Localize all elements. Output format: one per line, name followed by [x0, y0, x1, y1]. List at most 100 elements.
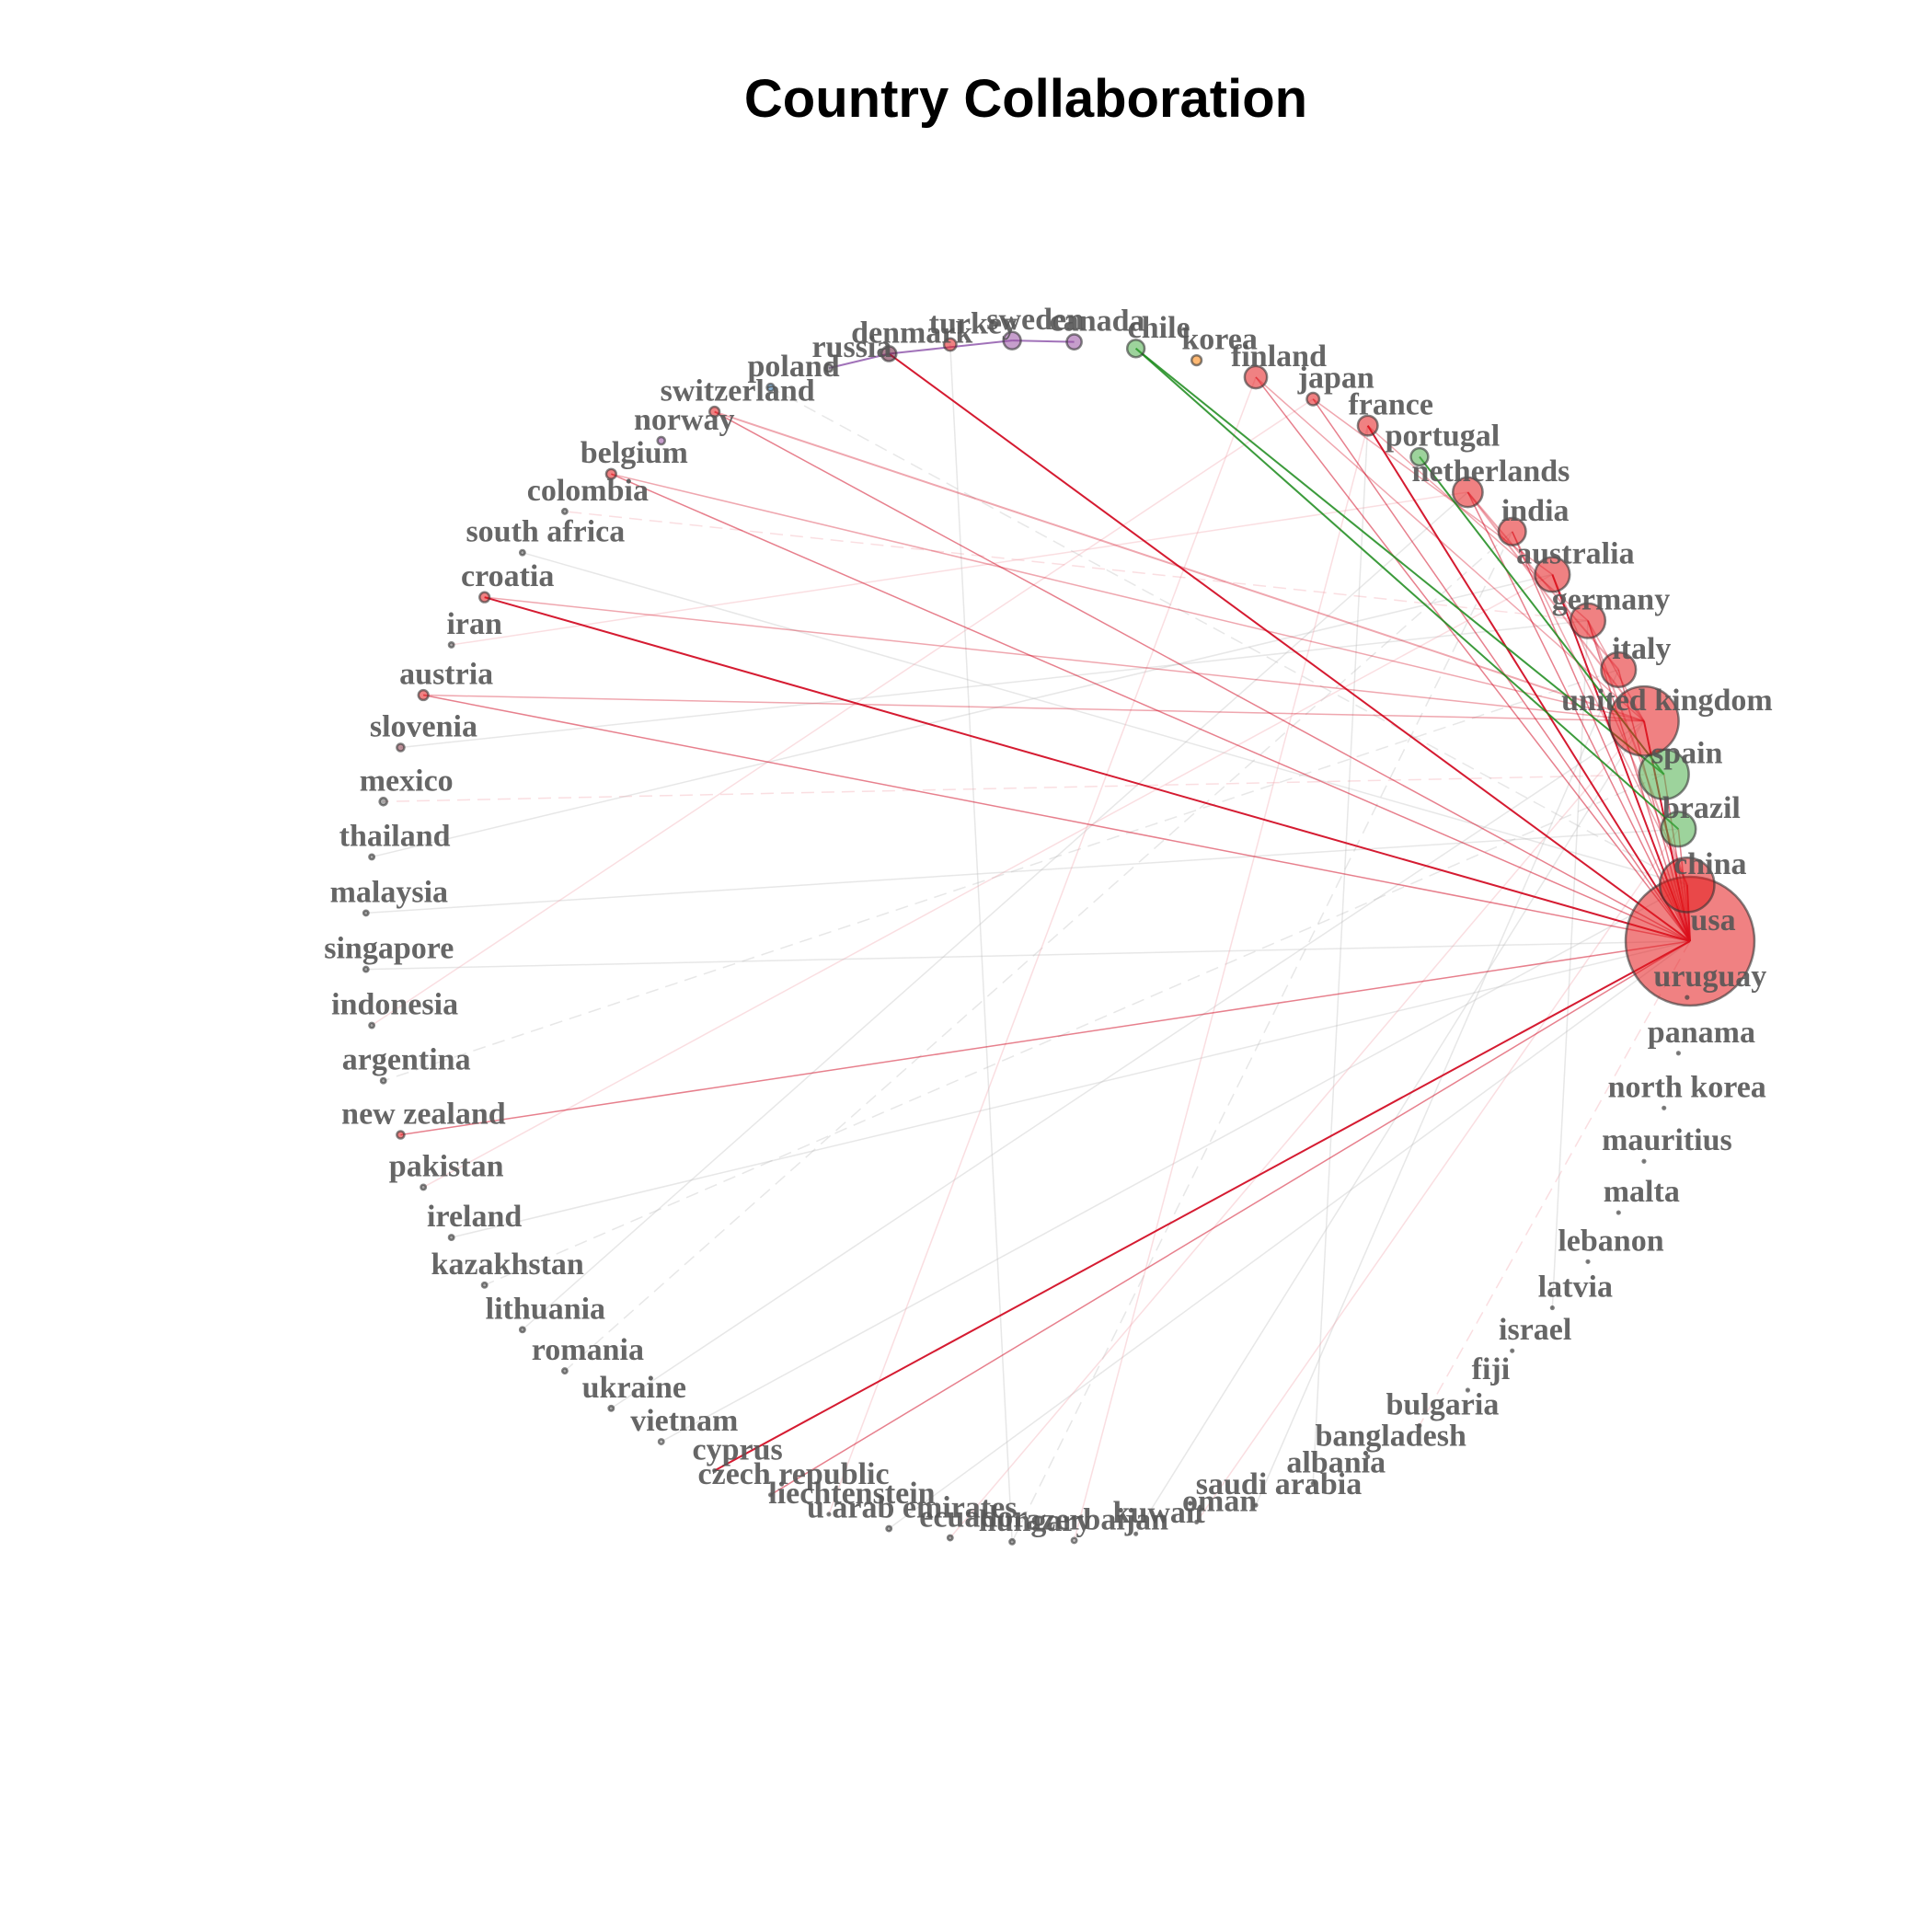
country-label: malaysia [330, 875, 448, 909]
edges [365, 339, 1691, 1543]
edge [522, 551, 1688, 886]
country-node [765, 382, 776, 393]
country-label: bulgaria [1386, 1387, 1500, 1421]
country-label: japan [1297, 362, 1374, 396]
edge [383, 669, 1619, 1082]
edge [451, 491, 1468, 646]
edge [1312, 398, 1691, 942]
country-label: argentina [342, 1043, 471, 1077]
country-node [1662, 1105, 1667, 1110]
edge [949, 720, 1645, 1539]
country-node [480, 1281, 489, 1289]
edge [451, 940, 1691, 1238]
edge [714, 410, 1645, 722]
country-node [712, 1467, 718, 1474]
edge [423, 694, 1644, 722]
country-node [657, 1438, 665, 1445]
edge [484, 774, 1664, 1286]
country-node [1133, 1531, 1139, 1536]
country-label: malta [1604, 1175, 1680, 1209]
country-label: turkey [929, 306, 1018, 340]
country-node [1510, 1348, 1515, 1353]
country-label: austria [399, 658, 493, 692]
edge [888, 940, 1691, 1530]
edge [1512, 531, 1688, 886]
country-label: portugal [1386, 420, 1501, 454]
country-label: netherlands [1411, 454, 1570, 489]
country-label: north korea [1608, 1070, 1766, 1104]
country-label: colombia [527, 474, 649, 508]
country-node [1685, 995, 1690, 1000]
country-label: thailand [339, 819, 451, 853]
edge [400, 940, 1691, 1136]
country-label: switzerland [661, 374, 815, 408]
country-label: u arab emirates [807, 1491, 1018, 1525]
country-label: indonesia [331, 988, 458, 1022]
country-node [447, 640, 455, 649]
country-node [518, 548, 526, 557]
edge [371, 573, 1553, 858]
country-node [368, 1021, 376, 1029]
country-node [1616, 1210, 1621, 1215]
country-label: latvia [1538, 1271, 1613, 1305]
country-label: cyprus [693, 1432, 783, 1466]
country-label: bangladesh [1315, 1419, 1466, 1453]
country-label: norway [634, 403, 735, 437]
country-label: vietnam [630, 1404, 738, 1438]
country-node [1070, 1536, 1078, 1545]
labels: usa china brazil spain united kingdom italy ge… [324, 303, 1772, 1538]
country-label: uruguay [1653, 960, 1766, 994]
country-node [1194, 1519, 1200, 1525]
country-label: czech republic [698, 1457, 890, 1491]
edge [610, 720, 1645, 1409]
country-node [1607, 684, 1680, 757]
edge [661, 884, 1688, 1443]
country-label: mexico [360, 764, 454, 798]
country-node [823, 362, 834, 374]
country-node [362, 965, 370, 973]
country-label: slovenia [370, 709, 477, 743]
edge [1135, 347, 1665, 776]
country-node [1641, 1158, 1647, 1164]
country-label: denmark [851, 316, 972, 350]
country-node [942, 337, 958, 352]
country-node [1305, 391, 1321, 407]
country-label: china [1673, 847, 1746, 881]
country-node [1190, 353, 1203, 367]
nodes [362, 330, 1756, 1546]
edge [1073, 425, 1369, 1541]
country-label: new zealand [341, 1098, 506, 1132]
edge [770, 386, 1688, 886]
country-label: spain [1651, 737, 1723, 771]
country-label: lebanon [1558, 1224, 1663, 1258]
country-node [885, 1524, 893, 1533]
country-label: panama [1648, 1016, 1755, 1050]
country-label: germany [1552, 583, 1670, 617]
country-node [1008, 1537, 1017, 1546]
diagram-title: Country Collaboration [744, 69, 1307, 129]
edge [1366, 425, 1691, 942]
country-node [1549, 1305, 1555, 1311]
edge [564, 511, 1589, 622]
country-label: mauritius [1602, 1123, 1732, 1157]
country-node [378, 797, 388, 807]
country-label: south africa [466, 515, 625, 549]
edge [1011, 531, 1513, 1543]
country-node [880, 345, 898, 362]
country-node [1600, 650, 1638, 689]
country-node [767, 1492, 774, 1498]
country-node [396, 742, 406, 753]
country-label: canada [1050, 305, 1145, 339]
country-label: azerbaijan [1026, 1502, 1168, 1536]
country-label: ukraine [582, 1371, 686, 1405]
country-node [379, 1076, 387, 1085]
country-label: italy [1612, 632, 1671, 666]
country-label: fiji [1472, 1352, 1511, 1386]
edge [400, 619, 1589, 749]
edge [371, 398, 1314, 1027]
country-node [1452, 476, 1484, 509]
country-node [396, 1130, 406, 1140]
country-label: russia [811, 330, 891, 364]
edge [949, 344, 1013, 1542]
